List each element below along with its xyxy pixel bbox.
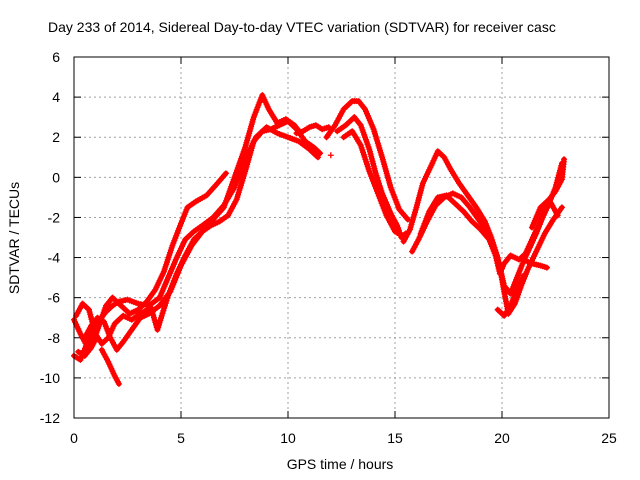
series-arc-4 [81, 92, 304, 353]
series-arc-6 [75, 336, 99, 359]
x-axis-label: GPS time / hours [286, 456, 394, 472]
y-tick-label: -2 [48, 209, 61, 225]
data-point [222, 170, 229, 177]
series-arc-16 [520, 256, 550, 271]
series-arc-15 [494, 272, 527, 319]
y-tick-label: -4 [48, 250, 61, 266]
data-point [543, 264, 550, 271]
y-tick-label: 2 [52, 129, 60, 145]
series-arc-9 [323, 98, 411, 223]
data-point [327, 152, 334, 159]
series-arc-5 [98, 346, 122, 387]
y-tick-label: 6 [52, 49, 60, 65]
y-tick-label: -12 [40, 410, 60, 426]
data-point [554, 212, 561, 219]
data-point [317, 150, 324, 157]
series-band [82, 92, 304, 353]
plot-frame [73, 56, 610, 419]
x-tick-label: 20 [494, 430, 510, 446]
x-tick-label: 10 [280, 430, 296, 446]
data-point [561, 156, 568, 163]
x-tick-label: 15 [387, 430, 403, 446]
x-tick-label: 5 [177, 430, 185, 446]
x-tick-label: 0 [70, 430, 78, 446]
y-tick-label: 0 [52, 169, 60, 185]
data-point [520, 272, 527, 279]
series-arc-11 [340, 128, 405, 239]
data-point [398, 232, 405, 239]
tick-labels: 0 5 10 15 20 25 -12 -10 -8 -6 -4 -2 0 2 4 6 [40, 49, 617, 446]
y-tick-label: -8 [48, 330, 61, 346]
data-point [92, 336, 99, 343]
data-marks [71, 92, 568, 387]
series-arc-3 [73, 118, 324, 347]
data-point [314, 154, 321, 161]
data-point [115, 380, 122, 387]
chart-title: Day 233 of 2014, Sidereal Day-to-day VTE… [48, 19, 556, 35]
x-tick-label: 25 [601, 430, 617, 446]
series-arc-17 [528, 156, 568, 231]
series-arc-8 [327, 152, 334, 159]
series-arc-7 [293, 122, 332, 137]
y-tick-label: -10 [40, 370, 60, 386]
y-axis-label: SDTVAR / TECUs [6, 181, 22, 295]
series-arc-14 [417, 192, 561, 277]
y-tick-label: -6 [48, 290, 61, 306]
y-tick-label: 4 [52, 89, 60, 105]
data-point [558, 204, 565, 211]
